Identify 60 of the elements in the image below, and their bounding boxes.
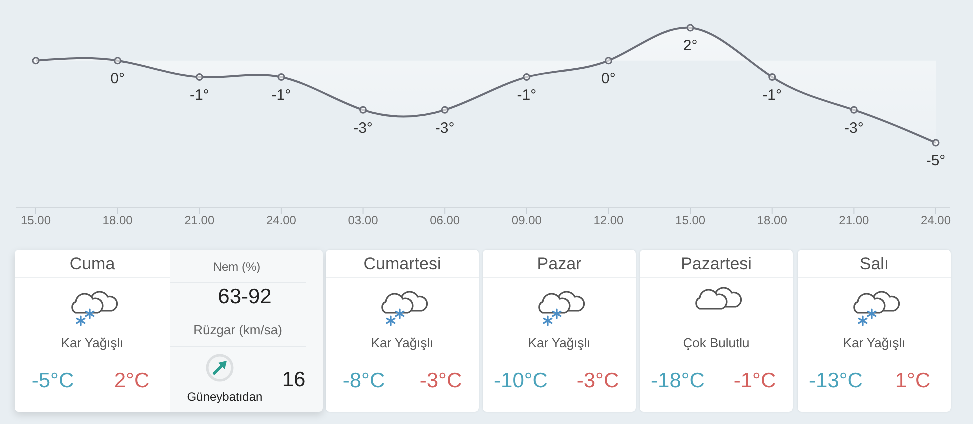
point — [278, 74, 286, 82]
text: Cuma — [70, 254, 116, 274]
text: 63-92 — [218, 286, 272, 308]
point — [32, 57, 40, 65]
data-label: 2° — [683, 38, 698, 55]
text: Pazartesi — [681, 254, 752, 274]
text: Cumartesi — [364, 254, 442, 274]
data-label: -3° — [435, 120, 455, 137]
text: Çok Bulutlu — [683, 336, 750, 350]
point — [360, 106, 368, 114]
point — [932, 139, 940, 147]
x-tick-label: 15.00 — [676, 214, 706, 228]
point — [114, 57, 122, 65]
point — [768, 74, 776, 82]
x-tick-label: 24.00 — [266, 214, 297, 228]
x-tick-label: 06.00 — [430, 214, 460, 228]
x-tick-label: 03.00 — [348, 214, 379, 228]
text: Salı — [860, 254, 890, 274]
text: 2°C — [114, 370, 150, 392]
point — [196, 74, 204, 82]
point — [604, 57, 612, 65]
data-label: -1° — [762, 86, 782, 104]
x-tick-label: 18.00 — [102, 214, 134, 228]
data-label: -1° — [190, 86, 210, 104]
point — [686, 24, 694, 32]
text: Rüzgar (km/sa) — [194, 322, 282, 338]
text: Kar Yağışlı — [843, 336, 906, 350]
data-label: -3° — [844, 120, 864, 137]
text: Güneybatıdan — [187, 390, 263, 404]
point — [850, 106, 858, 114]
text: -18°C — [651, 370, 705, 392]
x-tick-label: 21.00 — [184, 214, 215, 228]
text: 1°C — [895, 370, 931, 392]
point — [523, 74, 531, 82]
x-tick-label: 18.00 — [757, 214, 788, 228]
x-tick-label: 15.00 — [20, 214, 52, 228]
x-tick-label: 24.00 — [920, 214, 952, 228]
text: Kar Yağışlı — [528, 336, 591, 350]
text: Nem (%) — [213, 260, 261, 274]
text: Kar Yağışlı — [371, 336, 434, 350]
x-tick-label: 09.00 — [512, 214, 542, 228]
text: -5°C — [32, 370, 74, 392]
data-label: -3° — [354, 120, 373, 137]
text: -3°C — [576, 370, 620, 392]
text: Pazar — [537, 254, 582, 274]
text: -13°C — [809, 370, 863, 392]
x-tick-label: 21.00 — [839, 214, 870, 228]
text: 16 — [282, 368, 306, 392]
data-label: 0° — [110, 70, 125, 88]
text: -8°C — [342, 370, 386, 392]
x-tick-label: 12.00 — [594, 214, 624, 228]
text: -10°C — [494, 370, 548, 392]
text: Kar Yağışlı — [61, 336, 124, 350]
data-label: -1° — [517, 86, 537, 104]
text: -3°C — [420, 370, 462, 392]
data-label: -1° — [272, 86, 292, 104]
point — [441, 106, 449, 114]
data-label: 0° — [602, 70, 616, 88]
text: -1°C — [734, 370, 776, 392]
data-label: -5° — [926, 152, 946, 170]
